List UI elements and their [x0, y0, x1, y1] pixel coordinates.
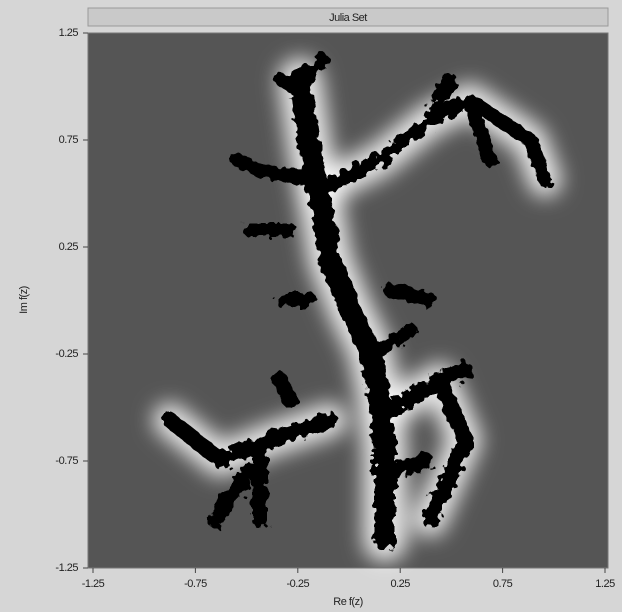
x-tick-label: -0.75: [184, 578, 207, 590]
y-tick-label: -0.75: [55, 455, 78, 467]
y-tick-label: 0.75: [59, 134, 79, 146]
y-axis-label: Im f(z): [18, 286, 30, 314]
julia-set-image: [153, 53, 562, 562]
chart-title: Julia Set: [329, 12, 367, 24]
x-tick-label: 0.75: [493, 578, 513, 590]
x-tick-label: 1.25: [595, 578, 615, 590]
x-tick-label: -1.25: [82, 578, 105, 590]
x-tick-label: 0.25: [390, 578, 410, 590]
x-axis-label: Re f(z): [333, 596, 363, 608]
y-tick-label: 1.25: [59, 27, 79, 39]
title-bar: [87, 7, 609, 27]
y-tick-label: -1.25: [55, 562, 78, 574]
y-tick-label: -0.25: [55, 348, 78, 360]
plot-frame: [87, 32, 609, 569]
y-tick-label: 0.25: [59, 241, 79, 253]
x-tick-label: -0.25: [287, 578, 310, 590]
